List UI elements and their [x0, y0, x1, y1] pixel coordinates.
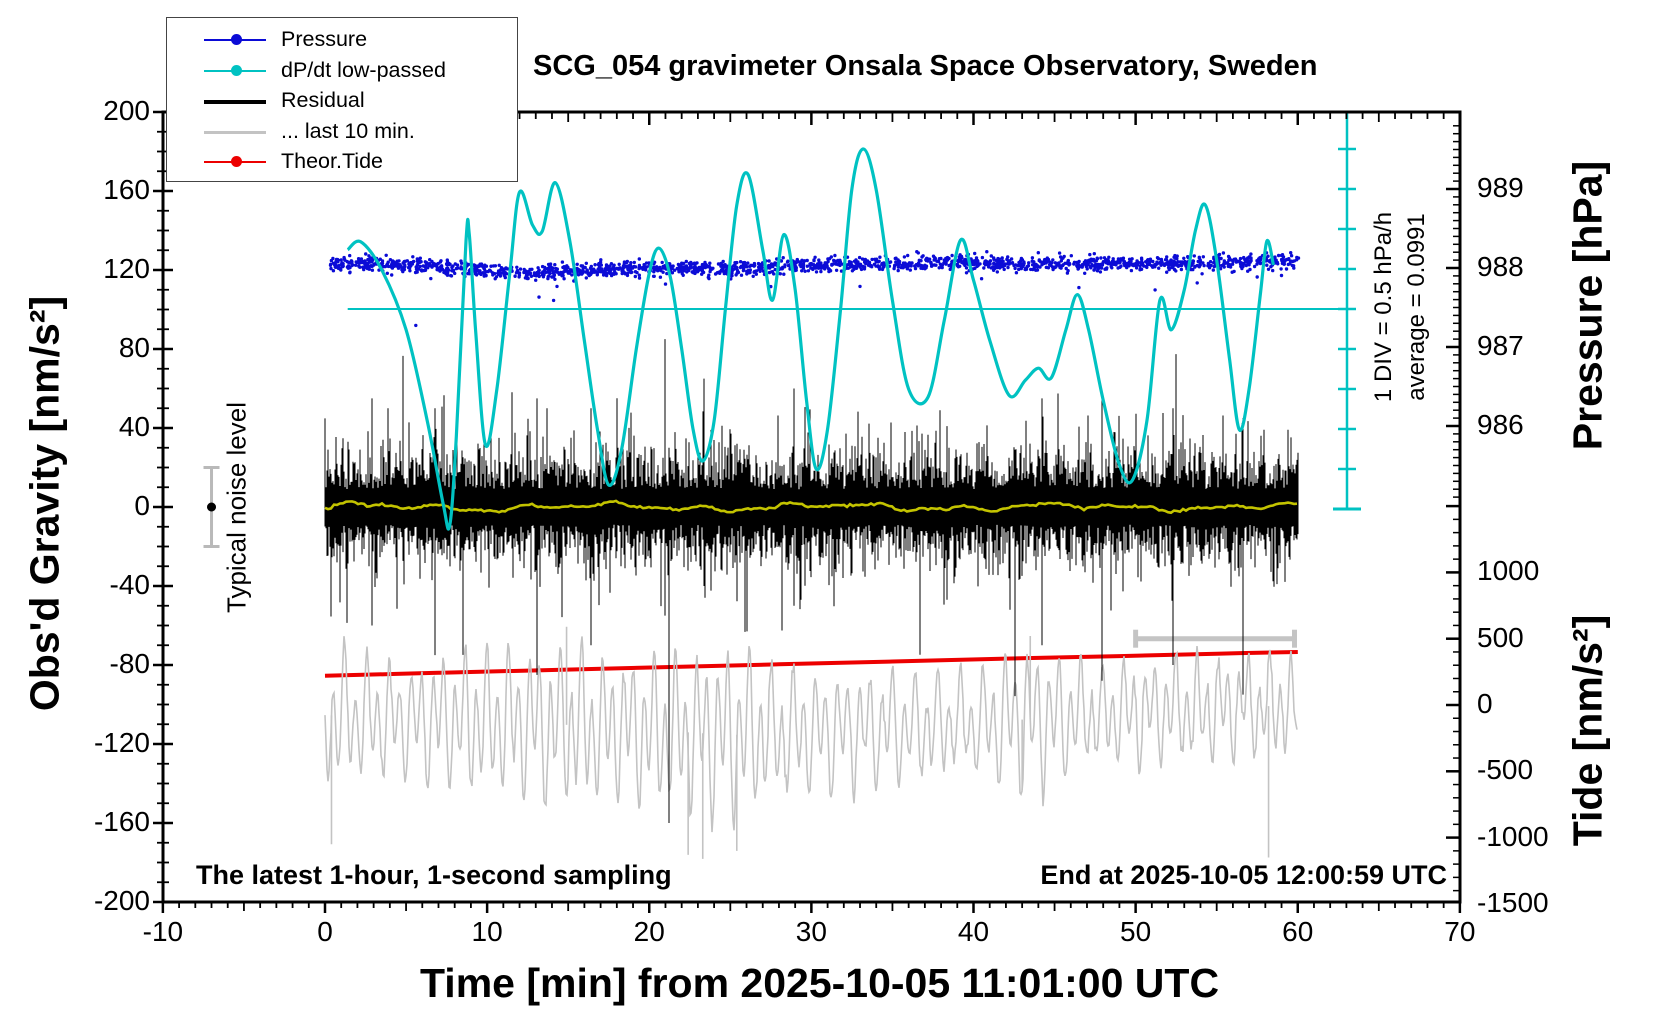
gravity-tick-label: 200	[103, 95, 150, 126]
plot-frame	[153, 110, 1462, 913]
legend-label: Residual	[281, 88, 365, 112]
gravity-tick-label: -80	[109, 648, 150, 679]
legend-row-tide: Theor.Tide	[167, 147, 517, 177]
legend-label: ... last 10 min.	[281, 119, 415, 143]
last10-trace	[324, 626, 1298, 859]
gravity-tick-label: 80	[118, 332, 150, 363]
legend-label: Theor.Tide	[281, 149, 383, 173]
time-tick-label: 70	[1444, 916, 1476, 947]
residual-smoothed-trace	[324, 499, 1298, 515]
gravity-tick-label: -200	[93, 885, 150, 916]
time-tick-label: 10	[471, 916, 503, 947]
tide-tick-label: 500	[1477, 621, 1524, 653]
theor-tide	[324, 650, 1298, 678]
legend-row-last10: ... last 10 min.	[167, 117, 517, 147]
legend-label: Pressure	[281, 27, 368, 51]
gravity-tick-label: -40	[109, 569, 150, 600]
pressure-axis-title: Pressure [hPa]	[1564, 160, 1611, 451]
chart-title: SCG_054 gravimeter Onsala Space Observat…	[533, 50, 1318, 82]
pressure-dot-sample	[231, 34, 242, 45]
time-tick-label: 30	[795, 916, 827, 947]
time-axis-title: Time [min] from 2025-10-05 11:01:00 UTC	[420, 960, 1220, 1006]
gravity-tick-label: 40	[118, 411, 150, 442]
tide-tick-label: 0	[1477, 688, 1493, 719]
noise-level-marker	[203, 466, 220, 548]
tide-dot-sample	[231, 156, 242, 167]
div-scale-note: 1 DIV = 0.5 hPa/h	[1370, 211, 1397, 403]
time-tick-label: 20	[633, 916, 665, 947]
average-note: average = 0.0991	[1403, 213, 1430, 401]
dpdt-trace	[346, 147, 1275, 531]
pressure-tick-label: 986	[1477, 409, 1524, 440]
gravity-tick-label: 160	[103, 174, 150, 205]
time-tick-label: 50	[1120, 916, 1152, 947]
pressure-tick-label: 988	[1477, 251, 1524, 282]
legend-row-pressure: Pressure	[167, 25, 517, 55]
tide-tick-label: 1000	[1477, 555, 1540, 587]
legend-row-residual: Residual	[167, 86, 517, 116]
legend-box: Pressure dP/dt low-passed Residual ... l…	[166, 17, 518, 182]
pressure-dots	[328, 250, 1301, 328]
time-tick-label: 60	[1282, 916, 1314, 947]
tide-tick-label: -1500	[1477, 886, 1549, 918]
legend-row-dpdt: dP/dt low-passed	[167, 56, 517, 86]
dpdt-dot-sample	[231, 65, 242, 76]
time-tick-label: 0	[317, 916, 333, 947]
tide-tick-label: -1000	[1477, 820, 1549, 852]
tide-tick-label: -500	[1477, 754, 1534, 786]
sampling-note: The latest 1-hour, 1-second sampling	[196, 860, 672, 890]
gravity-tick-label: 120	[103, 253, 150, 284]
dpdt-curve	[346, 147, 1275, 531]
theor-tide-line	[324, 650, 1298, 678]
time-tick-label: 40	[957, 916, 990, 947]
tide-axis-title: Tide [nm/s²]	[1564, 614, 1611, 847]
last10-line-sample	[204, 131, 266, 134]
noise-level-label: Typical noise level	[221, 402, 252, 613]
gravity-tick-label: 0	[134, 490, 150, 521]
gravity-tick-label: -160	[93, 806, 150, 837]
last10-scale-bar	[1133, 629, 1298, 648]
residual-line-sample	[204, 100, 266, 104]
legend-label: dP/dt low-passed	[281, 58, 446, 82]
pressure-tick-label: 989	[1477, 172, 1524, 203]
pressure-tick-label: 987	[1477, 330, 1524, 361]
gravity-tick-label: -120	[93, 727, 150, 758]
end-time-note: End at 2025-10-05 12:00:59 UTC	[1040, 860, 1447, 890]
time-tick-label: -10	[142, 916, 184, 947]
